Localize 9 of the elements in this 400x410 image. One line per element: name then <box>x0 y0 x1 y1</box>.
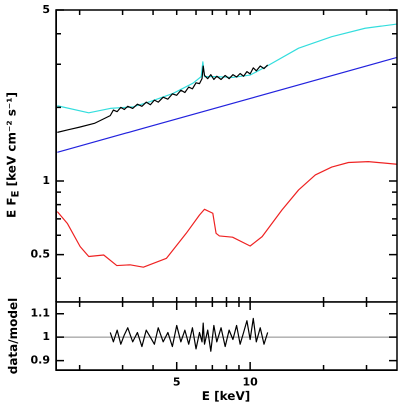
x-axis-title: E [keV] <box>202 389 250 403</box>
y-tick-label: 1 <box>42 174 50 187</box>
y-tick-label: 1 <box>42 330 50 344</box>
x-tick-label: 10 <box>242 375 258 388</box>
y-tick-label: 0.5 <box>30 247 50 260</box>
y-axis-title: data/model <box>6 298 20 374</box>
y-tick-label: 5 <box>42 2 50 16</box>
y-tick-label: 0.9 <box>30 353 50 366</box>
y-tick-label: 1.1 <box>30 306 50 320</box>
